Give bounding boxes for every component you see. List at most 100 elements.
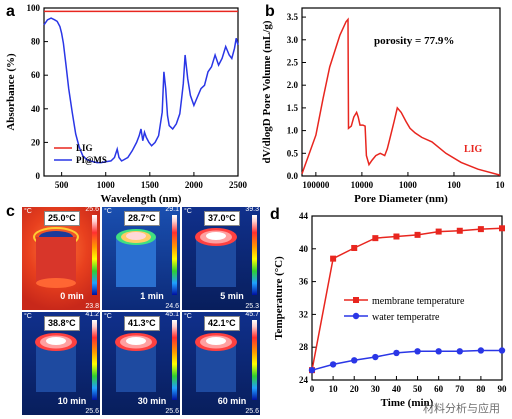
data-point-membrane-temperature (351, 244, 358, 251)
thermal-time-label: 1 min (140, 291, 164, 301)
thermal-scene (195, 333, 237, 392)
plot-frame (301, 7, 501, 177)
thermal-colorbar-min: 25.6 (85, 408, 99, 415)
thermal-temperature-label: 41.3°C (124, 316, 160, 331)
y-tick-label: 60 (31, 70, 41, 80)
thermal-image-grid: °C 25.6 23.8 25.0°C 0 min °C 29.1 24.6 28.7°C 1 m… (22, 207, 262, 415)
thermal-colorbar-min: 25.3 (245, 303, 259, 310)
watermark: 材料分析与应用 (423, 402, 500, 415)
thermal-scene (116, 229, 156, 287)
thermal-colorbar-max: 41.2 (85, 312, 99, 318)
thermal-time-label: 60 min (217, 396, 247, 406)
data-point-membrane-temperature (499, 225, 505, 232)
y-tick-label: 20 (31, 137, 41, 147)
data-point-membrane-temperature (372, 235, 379, 242)
y-axis-label: Absorbance (%) (5, 53, 17, 131)
series-label-lig: LIG (464, 144, 483, 155)
thermal-scene (115, 333, 157, 392)
plot-frame (43, 7, 239, 177)
thermal-unit-label: °C (24, 208, 32, 215)
x-tick-label: 40 (392, 384, 402, 394)
thermal-tile: °C 41.2 25.6 38.8°C 10 min (22, 312, 100, 415)
data-point-water-temperatre (456, 348, 463, 355)
y-tick-label: 24 (299, 375, 309, 385)
series-line-membrane-temperature (311, 227, 503, 371)
thermal-colorbar (252, 215, 257, 295)
thermal-scene (33, 227, 79, 288)
thermal-tile: °C 45.1 25.6 41.3°C 30 min (102, 312, 180, 415)
plot-frame (311, 215, 503, 381)
y-tick-label: 2.5 (287, 57, 299, 67)
thermal-unit-label: °C (104, 313, 112, 320)
series-line-pi-ms (43, 17, 239, 164)
thermal-colorbar-max: 29.1 (165, 207, 179, 213)
legend-label: LIG (76, 143, 93, 153)
thermal-unit-label: °C (184, 313, 192, 320)
data-point-water-temperatre (329, 361, 337, 368)
thermal-colorbar (92, 215, 97, 295)
data-point-membrane-temperature (414, 231, 421, 238)
data-point-membrane-temperature (477, 226, 484, 233)
panel-letter-b: b (265, 3, 275, 20)
x-tick-label: 100 (447, 180, 461, 190)
thermal-time-label: 0 min (60, 291, 84, 301)
thermal-tile: °C 25.6 23.8 25.0°C 0 min (22, 207, 100, 310)
x-tick-label: 2500 (229, 180, 248, 190)
y-tick-label: 40 (299, 244, 309, 254)
x-tick-label: 1500 (141, 180, 160, 190)
y-tick-label: 80 (31, 37, 41, 47)
x-tick-label: 1000 (97, 180, 116, 190)
thermal-colorbar (252, 320, 257, 400)
thermal-unit-label: °C (24, 313, 32, 320)
data-point-water-temperatre (393, 349, 400, 357)
thermal-colorbar-min: 25.6 (245, 408, 259, 415)
y-tick-label: 0.0 (287, 171, 299, 181)
thermal-time-label: 10 min (57, 396, 87, 406)
panel-letter-c: c (6, 203, 15, 220)
y-tick-label: 1.5 (287, 103, 299, 113)
y-tick-label: 3.5 (287, 12, 299, 22)
x-axis-label: Pore Diameter (nm) (354, 193, 448, 205)
x-tick-label: 50 (413, 384, 423, 394)
x-tick-label: 500 (55, 180, 69, 190)
x-tick-label: 70 (455, 384, 465, 394)
thermal-temperature-label: 37.0°C (204, 211, 240, 226)
y-tick-label: 1.0 (287, 126, 299, 136)
y-tick-label: 0.5 (287, 148, 299, 158)
thermal-scene (195, 228, 237, 287)
x-tick-label: 20 (350, 384, 360, 394)
porosity-annotation: porosity = 77.9% (374, 35, 454, 47)
thermal-colorbar-min: 25.6 (165, 408, 179, 415)
x-tick-label: 10 (329, 384, 339, 394)
data-point-membrane-temperature (435, 228, 442, 235)
chart-d-temperature: 0 10 20 30 40 50 60 70 80 90 24 28 32 36 40 44 Time (min… (273, 211, 507, 409)
thermal-colorbar-max: 45.7 (245, 312, 259, 318)
thermal-temperature-label: 28.7°C (124, 211, 160, 226)
series-line-lig (301, 17, 501, 176)
thermal-colorbar (172, 320, 177, 400)
y-tick-label: 28 (299, 342, 309, 352)
thermal-colorbar-max: 45.1 (165, 312, 179, 318)
data-point-water-temperatre (351, 357, 358, 364)
y-axis-label: Temperature (°C) (273, 256, 285, 340)
data-point-water-temperatre (498, 347, 506, 354)
panel-letter-d: d (270, 206, 280, 223)
y-tick-label: 0 (36, 171, 41, 181)
y-axis-label: dV/dlogD Pore Volume (mL/g) (261, 20, 273, 163)
chart-a-absorbance: 500 1000 1500 2000 2500 0 20 40 60 80 100 Wavelengt… (5, 3, 248, 205)
y-tick-label: 3.0 (287, 35, 299, 45)
thermal-unit-label: °C (104, 208, 112, 215)
x-tick-label: 10000 (351, 180, 374, 190)
y-tick-label: 32 (299, 309, 309, 319)
thermal-colorbar-max: 25.6 (85, 207, 99, 213)
x-tick-label: 80 (476, 384, 486, 394)
data-point-membrane-temperature (393, 233, 400, 240)
data-point-membrane-temperature (456, 227, 463, 234)
x-tick-label: 1000 (399, 180, 418, 190)
x-tick-label: 10 (496, 180, 506, 190)
thermal-colorbar (92, 320, 97, 400)
legend-marker (353, 297, 359, 303)
thermal-temperature-label: 25.0°C (44, 211, 80, 226)
thermal-tile: °C 45.7 25.6 42.1°C 60 min (182, 312, 260, 415)
thermal-tile: °C 29.1 24.6 28.7°C 1 min (102, 207, 180, 310)
